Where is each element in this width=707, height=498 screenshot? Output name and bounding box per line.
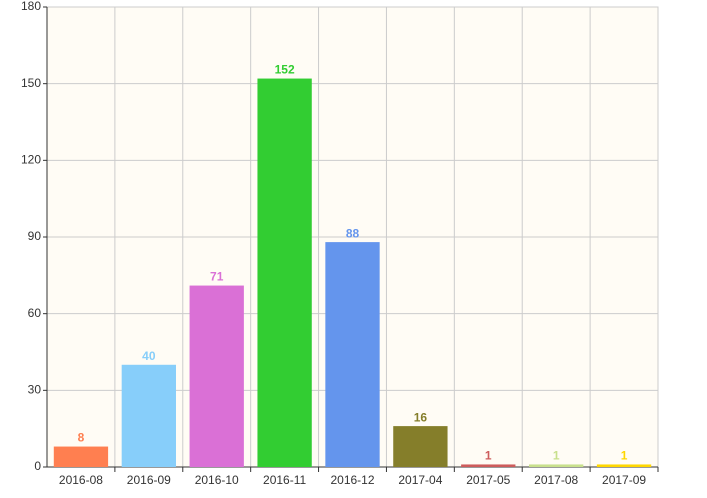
bar xyxy=(393,426,448,467)
x-tick-label: 2016-09 xyxy=(127,473,171,487)
bar xyxy=(325,242,380,467)
y-tick-label: 120 xyxy=(21,153,41,167)
data-label: 71 xyxy=(210,270,224,284)
data-label: 40 xyxy=(142,349,156,363)
bar xyxy=(461,464,516,467)
x-tick-label: 2016-10 xyxy=(195,473,239,487)
y-tick-label: 150 xyxy=(21,76,41,90)
bar xyxy=(529,464,584,467)
data-label: 1 xyxy=(485,449,492,463)
bar xyxy=(596,464,652,467)
x-tick-label: 2017-05 xyxy=(466,473,510,487)
data-label: 8 xyxy=(78,431,85,445)
bar xyxy=(257,78,312,468)
x-tick-label: 2016-11 xyxy=(263,473,306,487)
bar xyxy=(53,446,109,467)
data-label: 152 xyxy=(275,63,295,77)
x-tick-label: 2016-12 xyxy=(330,473,374,487)
bar xyxy=(189,285,244,467)
bar xyxy=(121,364,176,467)
y-tick-label: 60 xyxy=(28,306,42,320)
x-tick-label: 2016-08 xyxy=(59,473,103,487)
x-tick-label: 2017-08 xyxy=(534,473,578,487)
x-tick-label: 2017-09 xyxy=(602,473,646,487)
y-tick-label: 0 xyxy=(34,459,41,473)
y-tick-label: 180 xyxy=(21,0,41,13)
data-label: 1 xyxy=(553,449,560,463)
data-label: 88 xyxy=(346,226,360,240)
data-label: 1 xyxy=(621,449,628,463)
data-label: 16 xyxy=(414,410,428,424)
x-tick-label: 2017-04 xyxy=(398,473,442,487)
y-tick-label: 90 xyxy=(28,229,42,243)
y-tick-label: 30 xyxy=(28,383,42,397)
